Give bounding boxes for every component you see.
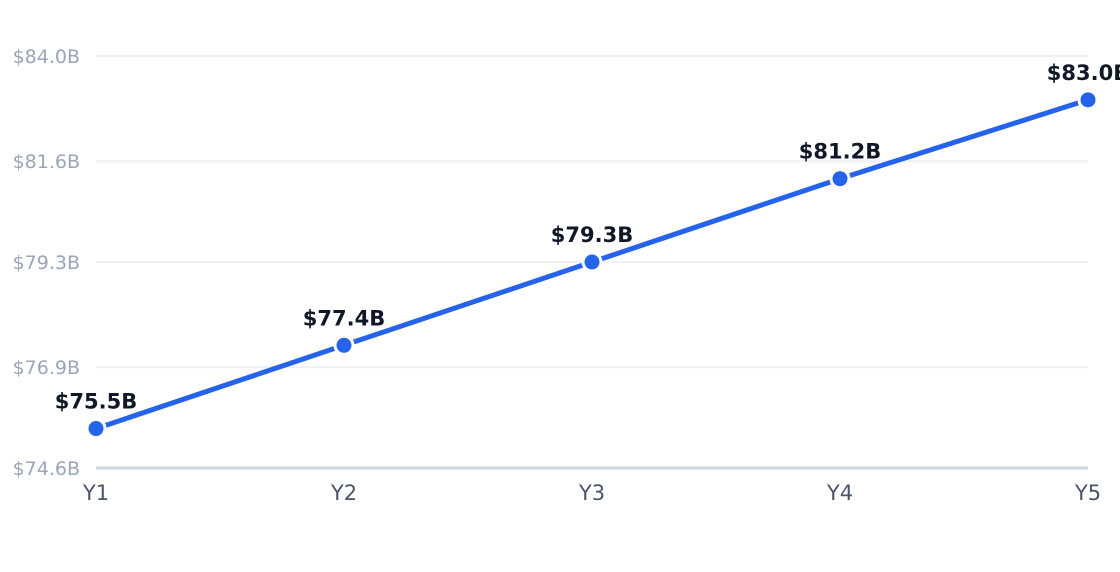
x-tick-label: Y1 — [82, 481, 109, 505]
y-tick-label: $79.3B — [13, 252, 80, 274]
data-label: $79.3B — [551, 223, 633, 247]
y-tick-label: $84.0B — [13, 46, 80, 68]
y-tick-label: $74.6B — [13, 458, 80, 480]
y-axis-ticks: $74.6B $76.9B $79.3B $81.6B $84.0B — [13, 46, 80, 480]
data-label: $81.2B — [799, 140, 881, 164]
x-tick-label: Y2 — [330, 481, 357, 505]
data-point — [85, 418, 107, 440]
data-point — [333, 334, 355, 356]
data-point — [581, 251, 603, 273]
y-tick-label: $76.9B — [13, 357, 80, 379]
x-axis-ticks: Y1 Y2 Y3 Y4 Y5 — [82, 481, 1101, 505]
x-tick-label: Y3 — [578, 481, 605, 505]
data-label: $83.0B — [1047, 61, 1120, 85]
x-tick-label: Y5 — [1074, 481, 1101, 505]
data-point — [1077, 89, 1099, 111]
data-points — [85, 89, 1099, 440]
y-tick-label: $81.6B — [13, 151, 80, 173]
data-point — [829, 168, 851, 190]
grid-lines — [96, 55, 1088, 369]
data-label: $77.4B — [303, 306, 385, 330]
x-tick-label: Y4 — [826, 481, 853, 505]
data-labels: $75.5B $77.4B $79.3B $81.2B $83.0B — [55, 61, 1120, 414]
data-label: $75.5B — [55, 390, 137, 414]
